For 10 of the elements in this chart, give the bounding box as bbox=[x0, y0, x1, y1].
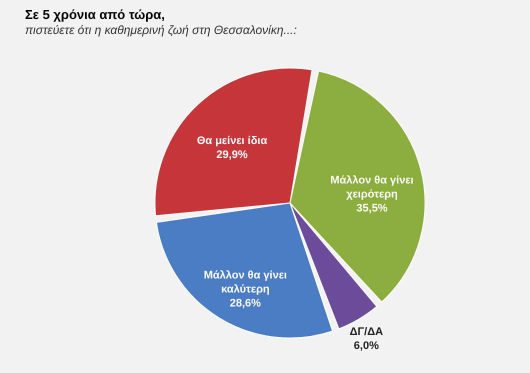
data-label: 28,6% bbox=[230, 297, 262, 310]
slice-label: Μάλλον θα γίνει καλύτερη bbox=[204, 269, 287, 296]
data-label: 6,0% bbox=[354, 340, 380, 352]
chart-title: Σε 5 χρόνια από τώρα, bbox=[25, 7, 165, 22]
chart-subtitle: πιστεύετε ότι η καθημερινή ζωή στη Θεσσαλονίκη...: bbox=[25, 23, 297, 37]
slice-label: Μάλλον θα γίνει χειρότερη bbox=[330, 174, 414, 201]
data-label: 35,5% bbox=[356, 202, 388, 215]
slice-label: Θα μείνει ίδια bbox=[196, 134, 268, 147]
data-label: 29,9% bbox=[216, 148, 248, 161]
slice-label: ΔΓ/ΔΑ bbox=[350, 326, 384, 338]
